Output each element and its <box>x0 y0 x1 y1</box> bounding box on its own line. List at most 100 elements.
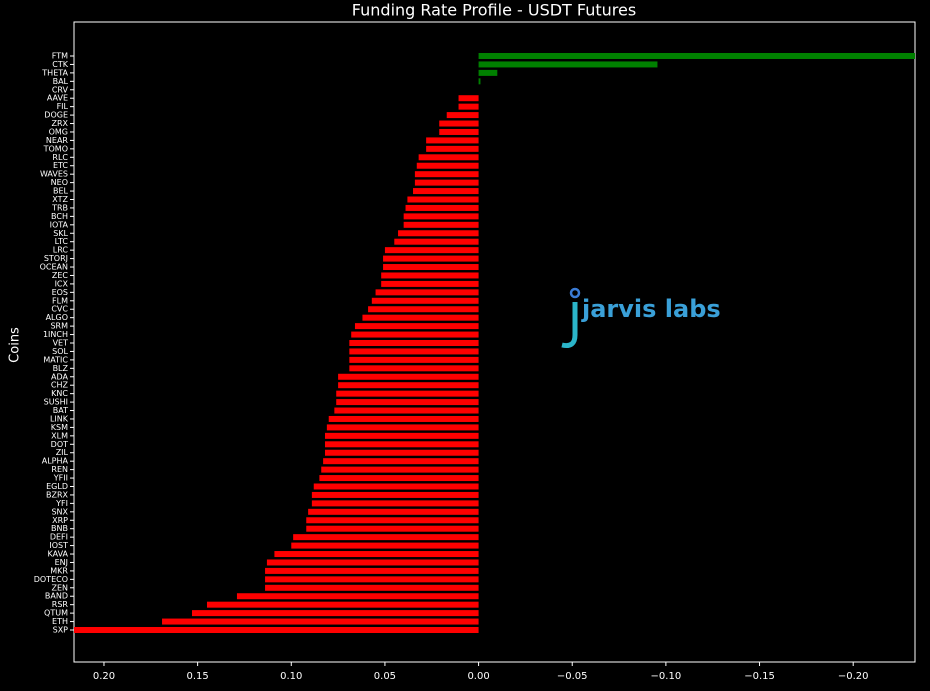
bar <box>206 601 479 608</box>
bar <box>458 103 479 110</box>
y-tick-label: ALPHA <box>42 457 69 466</box>
y-tick-label: KAVA <box>48 550 69 559</box>
chart-title: Funding Rate Profile - USDT Futures <box>352 1 636 20</box>
y-tick-label: BNB <box>51 524 68 533</box>
y-tick-label: SUSHI <box>44 398 68 407</box>
y-tick-label: ENJ <box>55 558 68 567</box>
y-tick-label: AAVE <box>47 94 68 103</box>
bar <box>446 112 479 119</box>
bar <box>381 280 479 287</box>
x-tick-label: −0.05 <box>557 671 588 682</box>
y-tick-label: EGLD <box>46 482 68 491</box>
bar <box>371 297 479 304</box>
bar <box>265 584 479 591</box>
bar <box>306 517 479 524</box>
y-tick-label: ZIL <box>56 448 69 457</box>
y-tick-label: DOGE <box>44 111 68 120</box>
y-tick-label: BAND <box>45 592 68 601</box>
y-tick-label: YFII <box>53 474 68 483</box>
y-tick-label: MKR <box>50 566 68 575</box>
bar <box>418 154 479 161</box>
bar <box>426 145 479 152</box>
bar <box>324 449 479 456</box>
y-tick-label: YFI <box>55 499 68 508</box>
y-tick-label: FIL <box>57 102 69 111</box>
y-tick-label: MATIC <box>43 355 68 364</box>
y-tick-label: SXP <box>53 626 69 635</box>
y-tick-label: KSM <box>51 423 68 432</box>
bar <box>478 78 481 85</box>
y-tick-label: XLM <box>51 431 68 440</box>
bar <box>236 593 479 600</box>
logo-hook <box>561 302 578 348</box>
y-tick-label: LRC <box>53 246 69 255</box>
bar <box>439 128 479 135</box>
bar <box>394 238 479 245</box>
y-tick-label: DOT <box>51 440 68 449</box>
y-axis-label: Coins <box>8 327 23 363</box>
y-tick-label: QTUM <box>44 609 68 618</box>
y-tick-label: NEO <box>51 178 68 187</box>
x-tick-label: 0.05 <box>374 671 396 682</box>
y-tick-label: ZEN <box>51 583 68 592</box>
y-tick-label: ETC <box>53 161 68 170</box>
y-tick-label: KNC <box>51 389 68 398</box>
bar <box>383 264 479 271</box>
y-tick-label: BCH <box>51 212 68 221</box>
y-tick-label: ZRX <box>51 119 68 128</box>
bar <box>414 179 479 186</box>
bar <box>265 576 479 583</box>
y-tick-label: BAT <box>53 406 68 415</box>
x-tick-label: −0.15 <box>744 671 775 682</box>
y-tick-label: LTC <box>55 237 69 246</box>
bar <box>349 348 479 355</box>
bar <box>308 508 479 515</box>
bar <box>381 272 479 279</box>
bar <box>458 95 479 102</box>
y-tick-label: TRB <box>51 203 68 212</box>
y-tick-label: EOS <box>52 288 68 297</box>
bar <box>368 306 479 313</box>
y-tick-label: FLM <box>52 296 68 305</box>
bar <box>426 137 479 144</box>
y-tick-label: CRV <box>52 85 69 94</box>
bar <box>311 500 479 507</box>
x-tick-label: 0.10 <box>280 671 302 682</box>
y-tick-label: DEFI <box>50 533 68 542</box>
watermark: jarvis labs <box>581 295 721 323</box>
bar <box>313 483 479 490</box>
y-tick-label: TOMO <box>43 144 68 153</box>
y-tick-label: ALGO <box>46 313 68 322</box>
plot-frame <box>73 21 916 663</box>
y-tick-label: CTK <box>52 60 68 69</box>
bar <box>311 491 479 498</box>
y-tick-label: VET <box>53 339 69 348</box>
bar <box>334 407 479 414</box>
bar <box>398 230 479 237</box>
y-tick-label: SKL <box>53 229 68 238</box>
bar <box>354 323 479 330</box>
bar <box>478 61 658 68</box>
bar <box>405 204 479 211</box>
y-tick-label: THETA <box>41 68 68 77</box>
y-tick-label: XRP <box>52 516 68 525</box>
bar <box>338 382 479 389</box>
bar <box>414 171 479 178</box>
bar <box>349 365 479 372</box>
bar <box>274 551 479 558</box>
bar <box>407 196 479 203</box>
bar <box>403 221 479 228</box>
bar <box>349 340 479 346</box>
bar <box>324 432 479 439</box>
bar <box>439 120 479 127</box>
y-tick-label: OMG <box>49 127 68 136</box>
bar <box>319 475 479 482</box>
y-tick-label: BAL <box>53 77 69 86</box>
logo: jarvis labs <box>561 287 721 348</box>
bar <box>306 525 479 532</box>
bar <box>265 567 479 574</box>
y-tick-label: RSR <box>52 600 69 609</box>
logo-dot <box>569 287 581 299</box>
